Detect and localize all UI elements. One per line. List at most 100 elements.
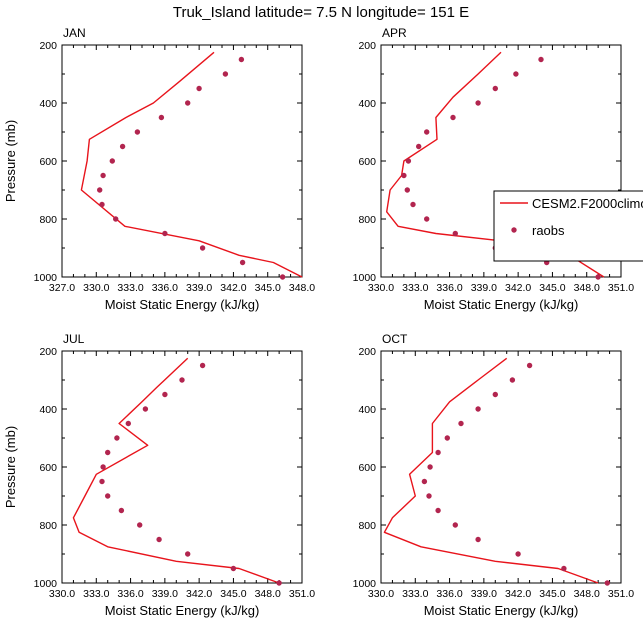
panel-jul-ytick-label: 800 xyxy=(39,520,57,532)
panel-oct: OCT 330.0 333.0 336.0 339.0 342.0 345.0 348.0 35… xyxy=(353,332,635,618)
panel-jan-ytick-label: 1000 xyxy=(34,272,58,284)
panels-group: JAN 327.0 330.0 333.0 336.0 339.0 342.0 345.0 34… xyxy=(3,26,634,618)
panel-jan-obs-point xyxy=(109,158,116,164)
panel-jan-obs-point xyxy=(238,56,245,63)
panel-jul-obs-point xyxy=(118,507,125,514)
panel-jan-obs-point xyxy=(185,100,191,106)
panel-oct-obs-point xyxy=(427,464,433,470)
panel-jan-xtick-label: 336.0 xyxy=(152,282,178,294)
panel-jan-xtick-label: 339.0 xyxy=(186,282,212,294)
panel-apr-obs-point xyxy=(452,230,458,237)
panel-jan-obs-point xyxy=(222,71,229,77)
panel-oct-obs-point xyxy=(421,478,428,485)
panel-jan-obs-point xyxy=(239,259,246,266)
panel-jul-obs-point xyxy=(99,478,105,485)
panel-apr-obs-point xyxy=(450,114,456,121)
panel-jul-obs-point xyxy=(156,536,162,543)
panel-jan-obs-point xyxy=(279,274,286,280)
panel-jul-ylabel: Pressure (mb) xyxy=(3,426,18,508)
panel-jan-ylabel: Pressure (mb) xyxy=(3,120,18,202)
panel-jan-obs-point xyxy=(134,129,141,135)
panel-jan-ytick-label: 800 xyxy=(39,214,57,226)
panel-jul-obs-point xyxy=(137,522,143,528)
panel-apr-obs-point xyxy=(416,143,422,150)
panel-apr-obs-point xyxy=(595,274,601,280)
panel-apr-obs-point xyxy=(513,71,519,77)
panel-apr-obs-point xyxy=(410,201,416,208)
panel-oct-ytick-label: 1000 xyxy=(353,578,377,590)
panel-jul-obs-point xyxy=(105,493,111,499)
panel-apr-xtick-label: 342.0 xyxy=(505,282,531,294)
panel-jan-ytick-label: 600 xyxy=(39,156,57,168)
panel-oct-obs-point xyxy=(526,362,533,369)
panel-jul-model-line xyxy=(72,357,280,584)
panel-apr-xtick-label: 339.0 xyxy=(471,282,497,294)
panel-jan-obs-point xyxy=(97,187,103,193)
panel-oct-xtick-label: 330.0 xyxy=(368,588,394,600)
panel-oct-obs-point xyxy=(444,435,450,441)
panel-apr-xtick-label: 330.0 xyxy=(368,282,394,294)
panel-oct-ytick-label: 600 xyxy=(358,462,376,474)
panel-jul-obs-point xyxy=(114,435,120,441)
panel-apr-obs-point xyxy=(475,100,481,106)
legend: CESM2.F2000climo raobs xyxy=(493,190,643,262)
panel-jan-obs-point xyxy=(119,143,126,150)
panel-jul-frame xyxy=(61,350,303,584)
panel-apr-obs-point xyxy=(424,216,430,222)
panel-oct-obs-point xyxy=(492,391,498,398)
panel-apr-xtick-label: 333.0 xyxy=(402,282,428,294)
panel-jul-obs-point xyxy=(179,377,185,383)
panel-jul-obs-point xyxy=(230,565,237,572)
panel-jul-ytick-label: 1000 xyxy=(34,578,58,590)
panel-jul-title: JUL xyxy=(63,332,85,346)
panel-oct-obs-point xyxy=(458,420,464,427)
panel-jul-obs-point xyxy=(142,406,149,412)
panel-jul-xtick-label: 336.0 xyxy=(117,588,143,600)
panel-jan-obs-point xyxy=(162,230,168,237)
panel-oct-obs-point xyxy=(475,536,481,543)
panel-oct-obs-point xyxy=(435,507,441,514)
panel-jan-obs-point xyxy=(113,216,119,222)
panel-oct-obs-point xyxy=(561,565,567,572)
panel-jan-ytick-label: 400 xyxy=(39,98,57,110)
panel-apr-obs-point xyxy=(492,85,498,92)
panel-oct-xtick-label: 333.0 xyxy=(402,588,428,600)
panel-oct-ytick-label: 800 xyxy=(358,520,376,532)
panel-apr-ytick-label: 800 xyxy=(358,214,376,226)
panel-apr-model-line xyxy=(386,51,605,278)
panel-oct-ytick-label: 200 xyxy=(358,346,376,358)
legend-label-obs: raobs xyxy=(532,223,565,238)
panel-oct-obs-point xyxy=(452,522,458,528)
legend-label-model: CESM2.F2000climo xyxy=(532,196,643,211)
panel-jul-xtick-label: 342.0 xyxy=(186,588,212,600)
panel-oct-xtick-label: 351.0 xyxy=(608,588,634,600)
panel-apr-xtick-label: 351.0 xyxy=(608,282,634,294)
legend-dot-marker xyxy=(511,227,517,233)
panel-oct-xlabel: Moist Static Energy (kJ/kg) xyxy=(424,603,579,618)
panel-jul-obs-point xyxy=(162,391,168,398)
panel-jan-title: JAN xyxy=(63,26,86,40)
figure-title: Truk_Island latitude= 7.5 N longitude= 1… xyxy=(173,4,469,21)
panel-jan-obs-point xyxy=(199,245,206,251)
panel-jul-ytick-label: 600 xyxy=(39,462,57,474)
panel-oct-xtick-label: 336.0 xyxy=(436,588,462,600)
panel-jan: JAN 327.0 330.0 333.0 336.0 339.0 342.0 345.0 34… xyxy=(3,26,315,312)
panel-jul-xtick-label: 351.0 xyxy=(289,588,315,600)
panel-jul: JUL 330.0 333.0 336.0 339.0 342.0 345.0 348.0 35… xyxy=(3,332,315,618)
panel-oct-obs-point xyxy=(509,377,516,383)
panel-oct-model-line xyxy=(383,357,599,584)
panel-oct-obs-point xyxy=(604,580,610,586)
panel-apr-ytick-label: 1000 xyxy=(353,272,377,284)
panel-apr-obs-point xyxy=(404,187,410,193)
panel-jan-obs-point xyxy=(196,85,202,92)
panel-jan-xtick-label: 348.0 xyxy=(289,282,315,294)
panel-apr-title: APR xyxy=(382,26,407,40)
panel-jul-xtick-label: 339.0 xyxy=(152,588,178,600)
panel-jan-xtick-label: 342.0 xyxy=(220,282,246,294)
panel-oct-xtick-label: 345.0 xyxy=(539,588,565,600)
panel-jan-xtick-label: 330.0 xyxy=(83,282,109,294)
panel-apr-xlabel: Moist Static Energy (kJ/kg) xyxy=(424,297,579,312)
panel-apr: APR 330.0 333.0 336.0 339.0 342.0 345.0 348.0 35… xyxy=(353,26,635,312)
panel-apr-obs-point xyxy=(405,158,412,164)
